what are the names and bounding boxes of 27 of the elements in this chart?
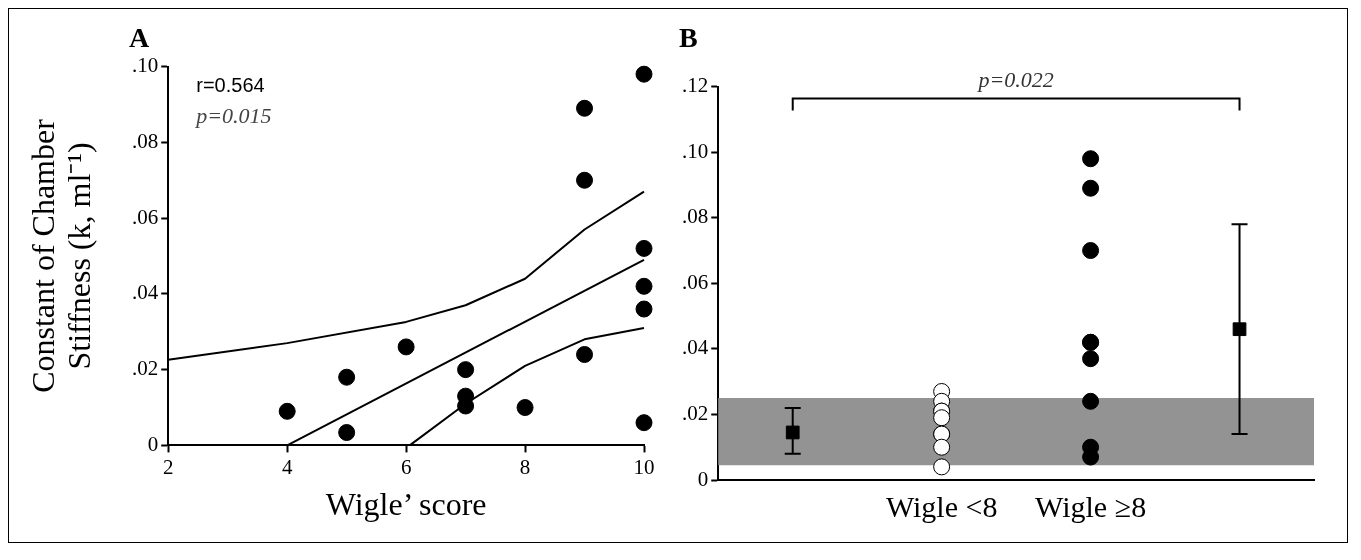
y-tick-label: .12 xyxy=(682,73,709,98)
y-tick-label: .02 xyxy=(682,400,709,425)
y-tick-label: .04 xyxy=(682,335,709,360)
x-tick-label: 10 xyxy=(633,454,655,479)
chart-title: A xyxy=(129,22,150,54)
annotation: r=0.564 xyxy=(196,74,265,97)
x-axis-title: Wigle’ score xyxy=(325,486,487,523)
y-tick-label: .02 xyxy=(132,356,159,381)
chart-title: B xyxy=(679,22,698,54)
y-axis-title: Constant of Chamber Stiffness (k, ml⁻¹) xyxy=(24,118,97,393)
y-tick-label: .04 xyxy=(132,280,159,305)
x-tick-label: 2 xyxy=(163,454,174,479)
y-tick-label: 0 xyxy=(697,466,709,491)
annotation: p=0.022 xyxy=(976,67,1054,93)
y-tick-label: .08 xyxy=(682,204,709,229)
x-tick-label: 8 xyxy=(519,454,531,479)
y-tick-label: .10 xyxy=(132,53,159,78)
x-tick-label: Wigle <8 xyxy=(885,489,998,523)
y-tick-label: 0 xyxy=(147,431,159,456)
y-tick-label: .06 xyxy=(682,269,709,294)
y-tick-label: .10 xyxy=(682,138,709,163)
x-tick-label: 4 xyxy=(281,454,293,479)
x-tick-label: 6 xyxy=(400,454,412,479)
x-tick-label: Wigle ≥8 xyxy=(1035,489,1147,523)
y-tick-label: .06 xyxy=(132,204,159,229)
y-tick-label: .08 xyxy=(132,128,159,153)
annotation: p=0.015 xyxy=(194,103,272,129)
